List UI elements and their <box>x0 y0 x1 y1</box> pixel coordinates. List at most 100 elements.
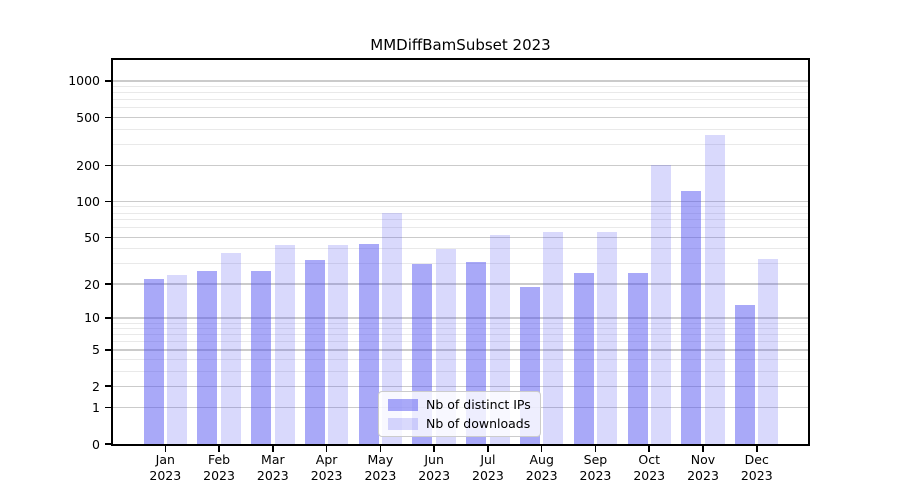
chart-title: MMDiffBamSubset 2023 <box>370 36 551 54</box>
x-tick-label: Dec 2023 <box>729 452 785 483</box>
x-tick-mark <box>218 446 220 452</box>
gridline-major <box>113 80 808 82</box>
gridline-minor <box>113 85 808 87</box>
x-tick-year: 2023 <box>310 467 343 483</box>
x-tick-month: Jul <box>480 452 496 467</box>
x-tick-mark <box>272 446 274 452</box>
gridline-minor <box>113 206 808 208</box>
bar-distinct-ips <box>143 279 164 444</box>
gridline-minor <box>113 92 808 94</box>
legend-entry-downloads: Nb of downloads <box>388 416 531 431</box>
x-tick-month: Nov <box>690 452 716 467</box>
y-tick-mark <box>105 80 111 82</box>
bar-distinct-ips <box>304 260 325 444</box>
x-tick-year: 2023 <box>687 467 719 483</box>
x-tick-mark <box>433 446 435 452</box>
gridline-minor <box>113 322 808 324</box>
y-tick-label: 100 <box>76 193 100 209</box>
y-tick-mark <box>105 164 111 167</box>
gridline-minor <box>113 99 808 101</box>
x-tick-mark <box>702 446 704 452</box>
x-tick-mark <box>594 446 597 452</box>
x-tick-year: 2023 <box>740 467 773 483</box>
y-tick-mark <box>105 406 111 409</box>
y-tick-label: 20 <box>84 276 100 292</box>
bar-downloads <box>543 232 564 444</box>
bar-distinct-ips <box>197 270 218 444</box>
y-tick-mark <box>105 283 111 285</box>
gridline-major <box>113 236 808 239</box>
x-tick-month: Dec <box>744 452 769 467</box>
x-tick-year: 2023 <box>525 467 558 483</box>
gridline-minor <box>113 219 808 221</box>
x-tick-label: Oct 2023 <box>621 452 677 483</box>
x-tick-year: 2023 <box>149 467 182 483</box>
bar-downloads <box>274 245 295 444</box>
gridline-minor <box>113 334 808 336</box>
x-tick-mark <box>164 446 167 452</box>
x-tick-year: 2023 <box>256 467 289 483</box>
gridline-major <box>113 200 808 203</box>
gridline-minor <box>113 227 808 229</box>
y-tick-mark <box>105 443 111 445</box>
x-tick-mark <box>325 446 328 452</box>
x-tick-label: May 2023 <box>352 452 408 483</box>
x-tick-label: Jul 2023 <box>460 452 516 483</box>
y-tick-label: 1000 <box>68 73 100 89</box>
y-tick-mark <box>105 317 111 319</box>
bar-downloads <box>220 252 241 444</box>
bar-downloads <box>704 135 725 444</box>
gridline-major <box>113 385 808 388</box>
gridline-minor <box>113 358 808 360</box>
y-tick-label: 50 <box>84 229 100 245</box>
y-tick-mark <box>105 349 111 351</box>
x-tick-year: 2023 <box>203 467 235 483</box>
gridline-minor <box>113 370 808 372</box>
gridline-major <box>113 283 808 285</box>
gridline-major <box>113 116 808 119</box>
x-tick-mark <box>540 446 543 452</box>
y-tick-label: 200 <box>76 157 100 173</box>
x-tick-mark <box>755 446 758 452</box>
x-tick-mark <box>379 446 382 452</box>
gridline-minor <box>113 248 808 250</box>
x-tick-month: May <box>367 452 394 467</box>
gridline-minor <box>113 341 808 343</box>
x-tick-month: Mar <box>261 452 285 467</box>
y-tick-mark <box>105 116 111 119</box>
legend-entry-distinct-ips: Nb of distinct IPs <box>388 397 531 412</box>
x-tick-year: 2023 <box>633 467 666 483</box>
y-tick-mark <box>105 385 111 388</box>
bar-distinct-ips <box>358 243 379 444</box>
x-tick-month: Feb <box>207 452 231 467</box>
bar-downloads <box>597 232 618 444</box>
x-tick-mark <box>648 446 651 452</box>
y-tick-mark <box>105 236 111 239</box>
gridline-major <box>113 317 808 319</box>
x-tick-label: Feb 2023 <box>191 452 247 483</box>
x-tick-month: Jan <box>155 452 175 467</box>
legend-swatch-distinct-ips <box>388 398 418 411</box>
bar-downloads <box>328 245 349 444</box>
bar-distinct-ips <box>681 190 702 444</box>
x-tick-month: Oct <box>638 452 661 467</box>
bar-downloads <box>758 258 779 444</box>
gridline-minor <box>113 212 808 214</box>
x-tick-year: 2023 <box>472 467 504 483</box>
gridline-major <box>113 164 808 167</box>
bar-distinct-ips <box>735 305 756 444</box>
gridline-minor <box>113 128 808 130</box>
x-tick-mark <box>487 446 489 452</box>
gridline-minor <box>113 263 808 265</box>
x-tick-year: 2023 <box>418 467 451 483</box>
x-tick-month: Aug <box>529 452 554 467</box>
legend-swatch-downloads <box>388 417 418 430</box>
bar-downloads <box>650 165 671 444</box>
x-tick-month: Sep <box>583 452 608 467</box>
x-tick-label: Jan 2023 <box>137 452 193 483</box>
legend-label-downloads: Nb of downloads <box>426 416 531 431</box>
x-tick-label: Aug 2023 <box>514 452 570 483</box>
bar-distinct-ips <box>251 270 272 444</box>
x-tick-month: Jun <box>424 452 444 467</box>
